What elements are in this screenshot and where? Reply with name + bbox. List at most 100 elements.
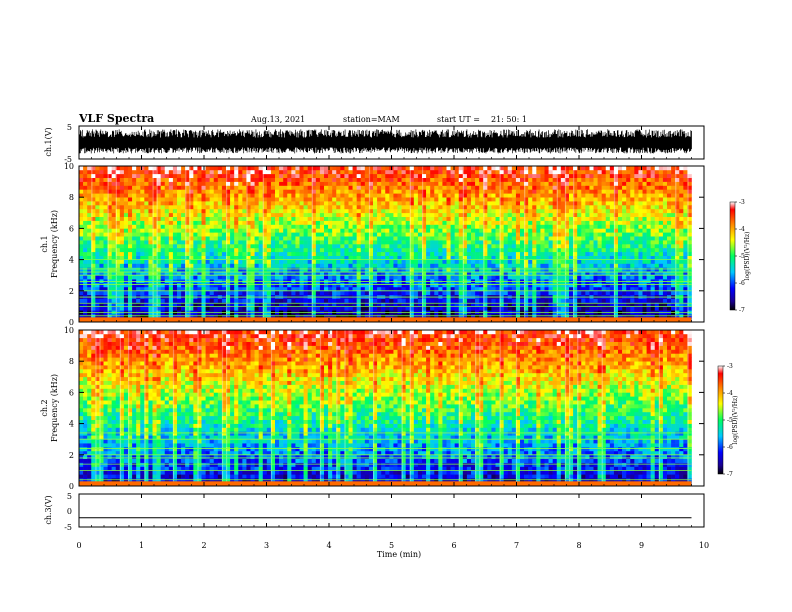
spec1-cell [189, 286, 194, 292]
spec1-cell [181, 302, 186, 307]
spec1-cell [107, 251, 112, 256]
spec1-cell [197, 201, 202, 206]
spec1-cell [638, 290, 643, 295]
spec1-cell [385, 205, 390, 210]
spec1-cell [197, 232, 202, 237]
spec1-cell [491, 290, 496, 295]
spec1-cell [319, 259, 325, 264]
spec1-cell [283, 259, 288, 264]
spec1-cell [475, 314, 480, 319]
spec1-cell [683, 290, 688, 295]
spec1-cell [393, 216, 398, 221]
spec1-cell [573, 220, 578, 225]
spec1-cell [401, 193, 406, 198]
spec1-cell [466, 267, 472, 272]
spec1-cell [618, 216, 623, 221]
spec1-cell [144, 259, 149, 264]
spec1-cell [356, 259, 362, 264]
spec1-cell [83, 189, 88, 194]
spec1-cell [364, 232, 370, 237]
spec1-cell [303, 267, 308, 272]
spec1-cell [601, 271, 607, 276]
spec1-cell [119, 216, 125, 221]
spec1-cell [528, 201, 533, 206]
spec1-cell [450, 205, 455, 210]
spec1-cell [360, 244, 366, 249]
spec1-cell [687, 247, 692, 253]
spec1-cell [393, 283, 398, 288]
spec1-cell [254, 302, 259, 307]
spec1-cell [242, 247, 247, 253]
spec1-cell [495, 283, 500, 288]
spec1-cell [658, 216, 664, 221]
spec1-cell [654, 271, 660, 276]
spec1-cell [564, 275, 570, 280]
spec1-cell [368, 216, 374, 221]
spec1-cell [87, 302, 92, 307]
spec1-cell [405, 193, 411, 198]
spec1-cell [250, 220, 255, 225]
spec1-cell [303, 201, 308, 206]
spec1-cell [540, 197, 545, 202]
spec1-cell [405, 216, 411, 221]
spec1-cell [209, 290, 215, 295]
spec1-cell [226, 314, 231, 319]
spec1-cell [115, 298, 121, 303]
spec1-cell [103, 263, 108, 268]
spec1-cell [593, 240, 598, 245]
spec1-cell [634, 314, 639, 319]
spec1-cell [95, 212, 100, 217]
spec1-cell [417, 286, 423, 292]
spec1-cell [671, 236, 676, 241]
spec1-cell [193, 251, 198, 256]
spec1-cell [515, 275, 521, 280]
spec1-cell [148, 212, 153, 217]
spec1-cell [662, 212, 668, 217]
spec1-cell [148, 302, 153, 307]
spec1-cell [462, 208, 468, 214]
spec1-cell [483, 263, 488, 268]
spec1-cell [446, 267, 451, 272]
spec1-cell [536, 220, 541, 225]
spec1-cell [556, 306, 562, 311]
spec1-cell [413, 263, 419, 268]
spec1-cell [79, 240, 84, 245]
spec1-cell [417, 232, 423, 237]
spec1-cell [311, 236, 317, 241]
spec1-cell [544, 212, 549, 217]
spec1-cell [581, 220, 586, 225]
spec1-cell [336, 290, 341, 295]
spec1-cell [107, 193, 112, 198]
spec1-cell [417, 290, 423, 295]
spec1-cell [336, 208, 341, 214]
spec1-cell [605, 232, 611, 237]
spec1-cell [287, 298, 292, 303]
spec1-cell [552, 263, 558, 268]
spec1-cell [466, 193, 472, 198]
spec1-cell [544, 208, 549, 214]
spec1-cell [87, 224, 92, 229]
spec1-cell [209, 247, 215, 253]
spec1-cell [83, 232, 88, 237]
spec1-cell [479, 259, 484, 264]
spec1-cell [581, 208, 586, 214]
spec1-cell [585, 236, 590, 241]
spec1-cell [364, 197, 370, 202]
spec1-cell [475, 283, 480, 288]
spec1-cell [422, 236, 427, 241]
spec1-cell [393, 228, 398, 233]
ch1-waveform-panel: ch.1(V) 5 -5 [44, 123, 705, 164]
spec1-cell [679, 298, 684, 303]
spec1-cell [520, 240, 525, 245]
spec1-cell [160, 251, 166, 256]
spec1-cell [270, 212, 276, 217]
spec1-cell [213, 228, 219, 233]
spec1-cell [487, 283, 492, 288]
spec1-cell [311, 224, 317, 229]
spec1-cell [573, 290, 578, 295]
spec1-cell [605, 255, 611, 260]
spec1-cell [622, 244, 627, 249]
spec1-cell [136, 283, 141, 288]
spec1-cell [270, 240, 276, 245]
spec1-cell [683, 259, 688, 264]
